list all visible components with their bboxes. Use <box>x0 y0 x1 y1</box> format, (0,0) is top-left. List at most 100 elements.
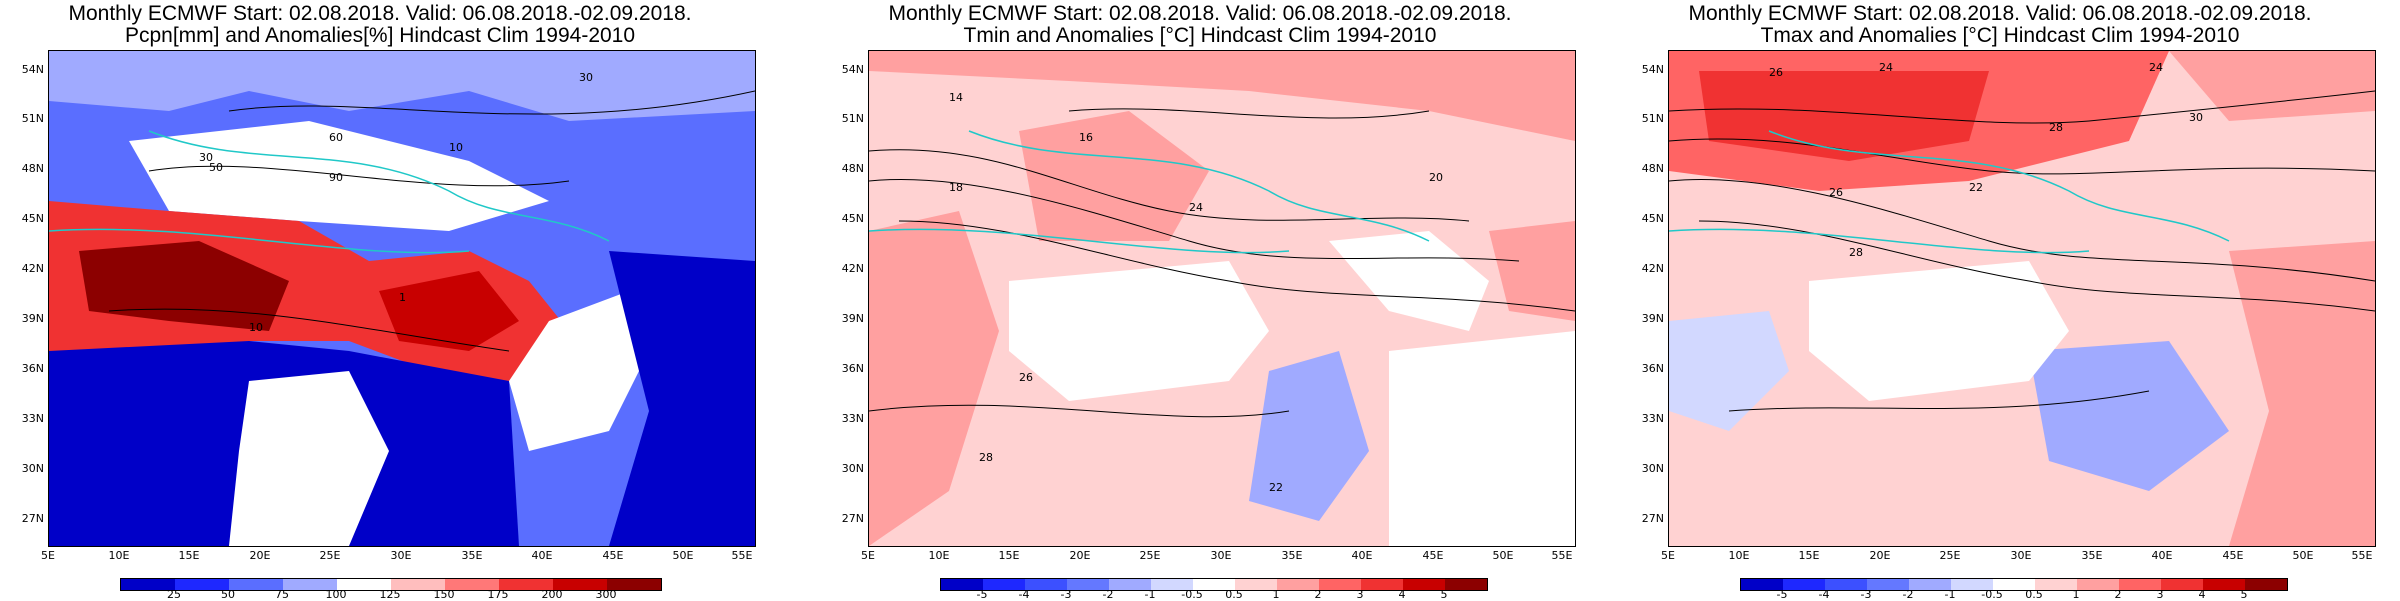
tmax-panel: Monthly ECMWF Start: 02.08.2018. Valid: … <box>1620 0 2380 601</box>
lon-label: 30E <box>1210 549 1232 562</box>
colorbar-swatch <box>1783 579 1825 590</box>
lat-label: 39N <box>21 312 44 325</box>
lon-label: 45E <box>1422 549 1444 562</box>
lat-label: 45N <box>21 212 44 225</box>
colorbar-swatch <box>1993 579 2035 590</box>
contour-label: 50 <box>209 161 223 174</box>
colorbar-label: 2 <box>1314 588 1322 601</box>
colorbar <box>1740 578 2288 591</box>
colorbar-swatch <box>2077 579 2119 590</box>
lat-label: 27N <box>21 512 44 525</box>
colorbar-swatch <box>2203 579 2245 590</box>
colorbar-label: 125 <box>379 588 401 601</box>
lon-label: 40E <box>2151 549 2173 562</box>
lat-label: 48N <box>21 162 44 175</box>
contour-label: 10 <box>449 141 463 154</box>
panel-title-line2: Pcpn[mm] and Anomalies[%] Hindcast Clim … <box>124 24 636 47</box>
colorbar-label: -5 <box>1776 588 1788 601</box>
lon-label: 30E <box>2010 549 2032 562</box>
lat-label: 42N <box>21 262 44 275</box>
colorbar-label: 50 <box>221 588 235 601</box>
contour-label: 90 <box>329 171 343 184</box>
colorbar-label: 150 <box>433 588 455 601</box>
tmin-panel: Monthly ECMWF Start: 02.08.2018. Valid: … <box>820 0 1580 601</box>
colorbar-label: 3 <box>2156 588 2164 601</box>
lon-label: 45E <box>2222 549 2244 562</box>
lon-label: 5E <box>1661 549 1675 562</box>
colorbar-label: -0.5 <box>1181 588 1203 601</box>
lat-label: 36N <box>841 362 864 375</box>
colorbar-label: 300 <box>595 588 617 601</box>
contour-label: 26 <box>1829 186 1843 199</box>
lon-label: 10E <box>1728 549 1750 562</box>
contour-label: 10 <box>249 321 263 334</box>
colorbar-label: -3 <box>1860 588 1872 601</box>
tmax-map: 24 26 28 30 22 24 26 28 <box>1668 50 2376 547</box>
lon-label: 25E <box>319 549 341 562</box>
lon-label: 5E <box>41 549 55 562</box>
colorbar-label: 75 <box>275 588 289 601</box>
colorbar-swatch <box>2035 579 2077 590</box>
colorbar-label: 3 <box>1356 588 1364 601</box>
lon-label: 40E <box>1351 549 1373 562</box>
colorbar-label: 200 <box>541 588 563 601</box>
lon-label: 25E <box>1939 549 1961 562</box>
lon-label: 5E <box>861 549 875 562</box>
contour-label: 20 <box>1429 171 1443 184</box>
colorbar-label: -4 <box>1818 588 1830 601</box>
colorbar-swatch <box>1741 579 1783 590</box>
colorbar-swatch <box>1909 579 1951 590</box>
contour-label: 22 <box>1269 481 1283 494</box>
colorbar-swatch <box>1067 579 1109 590</box>
contour-label: 60 <box>329 131 343 144</box>
lat-label: 54N <box>1641 63 1664 76</box>
lon-label: 20E <box>1869 549 1891 562</box>
lon-label: 40E <box>531 549 553 562</box>
colorbar-swatch <box>1825 579 1867 590</box>
colorbar-swatch <box>607 579 661 590</box>
colorbar-label: -1 <box>1144 588 1156 601</box>
colorbar-swatch <box>2245 579 2287 590</box>
lat-label: 30N <box>21 462 44 475</box>
colorbar-swatch <box>1109 579 1151 590</box>
lon-label: 15E <box>998 549 1020 562</box>
lat-label: 45N <box>1641 212 1664 225</box>
lon-label: 20E <box>1069 549 1091 562</box>
contour-label: 22 <box>1969 181 1983 194</box>
contour-label: 18 <box>949 181 963 194</box>
lat-label: 51N <box>1641 112 1664 125</box>
lat-label: 54N <box>21 63 44 76</box>
panel-title-line1: Monthly ECMWF Start: 02.08.2018. Valid: … <box>68 2 692 25</box>
colorbar-swatch <box>391 579 445 590</box>
colorbar-swatch <box>1151 579 1193 590</box>
lat-label: 48N <box>841 162 864 175</box>
lat-label: 30N <box>841 462 864 475</box>
colorbar-swatch <box>553 579 607 590</box>
lat-label: 33N <box>1641 412 1664 425</box>
colorbar-label: 1 <box>1272 588 1280 601</box>
contour-label: 30 <box>199 151 213 164</box>
colorbar-label: -0.5 <box>1981 588 2003 601</box>
contour-label: 1 <box>399 291 406 304</box>
lat-label: 51N <box>21 112 44 125</box>
colorbar-swatch <box>1277 579 1319 590</box>
lon-label: 10E <box>108 549 130 562</box>
colorbar-swatch <box>337 579 391 590</box>
colorbar <box>940 578 1488 591</box>
precip-map: 30 60 90 10 1 30 50 10 <box>48 50 756 547</box>
lon-label: 10E <box>928 549 950 562</box>
colorbar-swatch <box>1361 579 1403 590</box>
panel-title-line1: Monthly ECMWF Start: 02.08.2018. Valid: … <box>1688 2 2312 25</box>
colorbar <box>120 578 662 591</box>
contour-label: 24 <box>1189 201 1203 214</box>
contour-label: 28 <box>979 451 993 464</box>
lat-label: 48N <box>1641 162 1664 175</box>
lon-label: 15E <box>1798 549 1820 562</box>
lon-label: 30E <box>390 549 412 562</box>
colorbar-label: 1 <box>2072 588 2080 601</box>
panel-title-line1: Monthly ECMWF Start: 02.08.2018. Valid: … <box>888 2 1512 25</box>
colorbar-swatch <box>229 579 283 590</box>
colorbar-swatch <box>1951 579 1993 590</box>
lat-label: 30N <box>1641 462 1664 475</box>
lat-label: 36N <box>21 362 44 375</box>
